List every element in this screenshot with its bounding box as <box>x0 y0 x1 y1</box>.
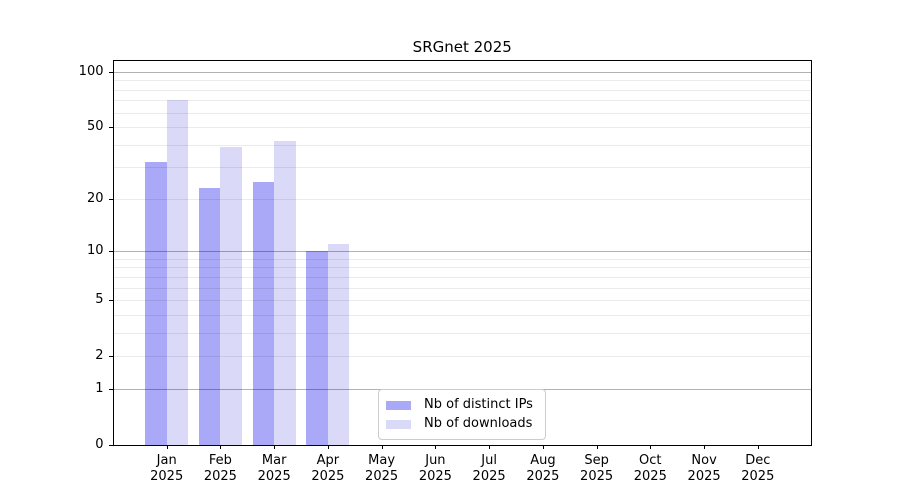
x-tick-month: Mar <box>261 453 287 468</box>
plot-area <box>113 60 812 446</box>
y-axis-tick-label: 0 <box>95 437 104 452</box>
y-axis-tick-label: 1 <box>95 380 104 396</box>
legend-label-downloads: Nb of downloads <box>424 416 533 431</box>
x-tick-year: 2025 <box>741 468 775 484</box>
x-tick-month: Dec <box>745 453 771 468</box>
y-axis-tick-label: 100 <box>78 63 104 79</box>
x-tick-year: 2025 <box>257 468 291 484</box>
y-axis-tick-label: 10 <box>86 243 104 258</box>
x-axis-tick <box>489 445 491 449</box>
y-axis-tick-label: 5 <box>95 292 104 308</box>
x-tick-year: 2025 <box>687 468 721 484</box>
x-axis-tick <box>274 445 276 449</box>
x-axis-tick-label: Jan 2025 <box>135 453 199 484</box>
x-tick-year: 2025 <box>203 468 237 484</box>
x-axis-tick-label: Dec 2025 <box>726 453 790 484</box>
legend-swatch-distinct-ips <box>386 400 411 410</box>
x-tick-year: 2025 <box>311 468 345 484</box>
x-tick-month: Sep <box>584 453 609 468</box>
x-tick-year: 2025 <box>633 468 667 484</box>
x-axis-tick-label: Mar 2025 <box>242 453 306 484</box>
x-axis-tick <box>166 445 168 449</box>
legend-swatch-downloads <box>386 419 411 429</box>
x-tick-year: 2025 <box>418 468 452 484</box>
x-tick-month: Jul <box>481 453 497 468</box>
legend-row-downloads: Nb of downloads <box>386 416 533 432</box>
x-axis-tick <box>220 445 222 449</box>
legend: Nb of distinct IPs Nb of downloads <box>378 389 546 440</box>
y-axis-tick-label: 50 <box>86 119 104 134</box>
x-tick-month: Apr <box>316 453 340 468</box>
x-axis-tick <box>435 445 437 449</box>
chart-title: SRGnet 2025 <box>412 38 512 56</box>
x-axis-tick-label: Apr 2025 <box>296 453 360 484</box>
x-tick-year: 2025 <box>365 468 399 484</box>
x-tick-month: Aug <box>530 453 556 468</box>
x-axis-tick-label: Oct 2025 <box>618 453 682 484</box>
x-axis-tick <box>327 445 329 449</box>
x-tick-year: 2025 <box>472 468 506 484</box>
x-tick-month: May <box>368 453 396 468</box>
x-axis-tick <box>542 445 544 449</box>
x-tick-month: Oct <box>639 453 662 468</box>
x-axis-tick-label: Jul 2025 <box>457 453 521 484</box>
x-tick-month: Nov <box>691 453 717 468</box>
x-axis-tick-label: Feb 2025 <box>188 453 252 484</box>
x-axis-tick-label: May 2025 <box>350 453 414 484</box>
x-axis-tick <box>381 445 383 449</box>
x-axis-tick <box>757 445 759 449</box>
x-axis-tick <box>650 445 652 449</box>
x-tick-month: Jun <box>425 453 446 468</box>
x-axis-tick-label: Jun 2025 <box>403 453 467 484</box>
x-axis-tick <box>704 445 706 449</box>
x-tick-year: 2025 <box>580 468 614 484</box>
legend-label-distinct-ips: Nb of distinct IPs <box>424 397 533 412</box>
x-axis-tick <box>596 445 598 449</box>
x-axis-tick-label: Nov 2025 <box>672 453 736 484</box>
x-tick-year: 2025 <box>150 468 184 484</box>
x-axis-tick-label: Sep 2025 <box>565 453 629 484</box>
legend-row-distinct-ips: Nb of distinct IPs <box>386 397 533 413</box>
y-axis-tick-label: 20 <box>86 190 104 206</box>
y-axis-tick-label: 2 <box>95 348 104 364</box>
x-tick-month: Feb <box>208 453 232 468</box>
x-tick-month: Jan <box>156 453 177 468</box>
x-tick-year: 2025 <box>526 468 560 484</box>
x-axis-tick-label: Aug 2025 <box>511 453 575 484</box>
